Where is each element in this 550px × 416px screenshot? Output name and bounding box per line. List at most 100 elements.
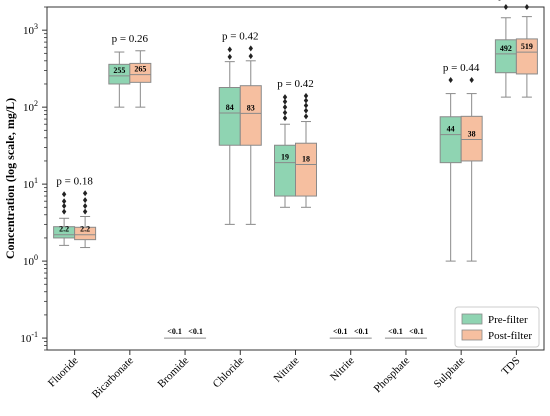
outlier-point [248, 53, 253, 60]
nd-label: <0.1 [388, 327, 403, 336]
category-group-phosphate: <0.1 <0.1 [384, 327, 427, 339]
y-tick-label: 102 [23, 99, 38, 114]
category-group-sulphate: 44 38 p = 0.44 [439, 62, 483, 262]
outlier-point [82, 202, 88, 209]
outlier-point [303, 102, 309, 109]
x-axis: Fluoride Bicarbonate Bromide Chloride Nitrat… [46, 350, 523, 401]
y-tick-base: 10 [20, 333, 32, 345]
legend-label-pre: Pre-filter [488, 314, 528, 326]
outlier-point [248, 45, 253, 52]
median-label: 2.2 [80, 225, 90, 234]
box-post [239, 85, 262, 146]
category-group-bromide: <0.1 <0.1 [164, 327, 207, 339]
nd-label: <0.1 [409, 327, 424, 336]
outlier-point [82, 197, 88, 204]
box-post [129, 62, 152, 83]
y-tick-base: 10 [23, 256, 35, 268]
outlier-point [282, 109, 288, 116]
nd-label: <0.1 [354, 327, 369, 336]
box-post [515, 38, 538, 75]
median-label: 84 [226, 103, 234, 112]
x-tick-label: TDS [499, 355, 522, 378]
y-tick-base: 10 [23, 179, 35, 191]
y-axis-label: Concentration (log scale, mg/L) [3, 98, 17, 259]
y-tick-label: 10-1 [20, 330, 38, 345]
box-post [460, 115, 483, 162]
nd-label: <0.1 [333, 327, 348, 336]
median-label: 265 [134, 65, 146, 74]
outlier-point [282, 94, 288, 101]
p-value-label: p = 0.26 [112, 33, 149, 45]
p-value-label: p = 0.42 [277, 78, 313, 90]
box-post [74, 226, 97, 241]
median-label: 38 [468, 129, 476, 138]
y-tick-base: 10 [23, 102, 35, 114]
y-tick-exponent: 3 [34, 22, 38, 31]
y-tick-label: 100 [23, 253, 38, 268]
y-tick-exponent: -1 [31, 330, 38, 339]
median-label: 255 [113, 66, 125, 75]
outlier-point [469, 77, 474, 84]
p-value-label: p = 0.42 [222, 30, 258, 42]
x-tick-label: Phosphate [372, 355, 413, 396]
y-tick-exponent: 0 [34, 253, 38, 262]
outlier-point [227, 53, 232, 60]
category-group-tds: 492 519 p = 0.13 [494, 0, 538, 98]
outlier-point [282, 104, 288, 111]
nd-label: <0.1 [188, 327, 203, 336]
x-tick-label: Nitrate [272, 355, 302, 385]
outlier-point [303, 97, 309, 104]
y-tick-exponent: 2 [34, 99, 38, 108]
x-tick-label: Nitrite [328, 355, 357, 384]
x-tick-label: Bicarbonate [90, 355, 136, 401]
median-label: 83 [247, 103, 255, 112]
p-value-label: p = 0.13 [498, 0, 535, 1]
category-group-fluoride: 2.2 2.2 p = 0.18 [53, 175, 97, 249]
outlier-point [82, 190, 88, 197]
outlier-point [227, 46, 232, 53]
box-post [295, 142, 317, 197]
p-value-label: p = 0.44 [443, 62, 480, 74]
median-label: 492 [500, 44, 512, 53]
x-tick-label: Chloride [211, 355, 247, 391]
legend: Pre-filter Post-filter [454, 306, 540, 348]
outlier-point [503, 4, 509, 10]
legend-swatch-post [461, 329, 483, 341]
y-tick-label: 101 [23, 176, 38, 191]
outlier-point [61, 202, 67, 209]
outlier-point [448, 77, 453, 84]
outlier-point [303, 113, 309, 120]
y-tick-label: 103 [23, 22, 38, 37]
median-label: 2.2 [59, 225, 69, 234]
y-tick-exponent: 1 [34, 176, 38, 185]
outlier-point [303, 92, 309, 99]
outlier-point [303, 107, 309, 114]
p-value-label: p = 0.18 [56, 175, 93, 187]
outlier-point [61, 208, 67, 215]
outlier-point [82, 208, 88, 215]
median-label: 19 [281, 153, 289, 162]
median-label: 18 [302, 154, 310, 163]
category-group-nitrate: 19 18 p = 0.42 [274, 78, 317, 208]
box-pre [218, 86, 241, 146]
category-group-chloride: 84 83 p = 0.42 [218, 30, 262, 225]
outlier-point [282, 115, 288, 122]
legend-swatch-pre [461, 313, 483, 325]
outlier-point [61, 191, 67, 198]
x-tick-label: Fluoride [46, 355, 81, 390]
median-label: 519 [521, 42, 533, 51]
category-group-nitrite: <0.1 <0.1 [329, 327, 372, 339]
median-label: 44 [447, 125, 455, 134]
y-tick-base: 10 [23, 25, 35, 37]
category-group-bicarbonate: 255 265 p = 0.26 [108, 33, 152, 108]
x-tick-label: Bromide [155, 355, 191, 391]
outlier-point [282, 98, 288, 105]
box-series: 2.2 2.2 p = 0.18 255 265 p = 0.26 <0.1 <0.1 84 83… [53, 0, 538, 339]
nd-label: <0.1 [167, 327, 182, 336]
outlier-point [524, 4, 530, 10]
legend-label-post: Post-filter [488, 330, 532, 342]
x-tick-label: Sulphate [432, 355, 468, 391]
